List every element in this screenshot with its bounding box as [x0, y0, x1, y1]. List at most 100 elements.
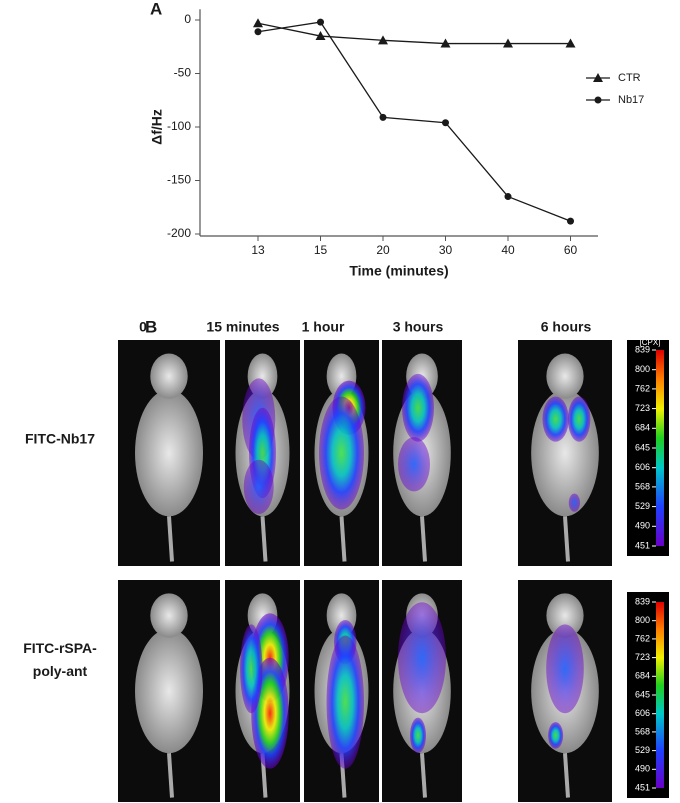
colorbar-tick-label: 529: [635, 501, 650, 511]
mouse-tail: [563, 516, 570, 562]
legend-marker: [594, 96, 602, 104]
mouse-body: [135, 389, 203, 517]
image-panel: [118, 580, 220, 802]
colorbar-tick-label: 568: [635, 726, 650, 736]
panel-label: A: [150, 0, 162, 18]
mouse-tail: [167, 516, 174, 562]
colorbar-tick-label: 451: [635, 540, 650, 550]
signal: [319, 396, 364, 510]
y-tick-label: 0: [184, 12, 191, 26]
colorbar-tick-label: 645: [635, 689, 650, 699]
series-line: [257, 21, 571, 222]
row-label: poly-ant: [33, 663, 88, 679]
column-header: 1 hour: [302, 319, 345, 335]
colorbar-tick-label: 451: [635, 782, 650, 792]
point: [504, 193, 512, 201]
colorbar-tick-label: 723: [635, 403, 650, 413]
colorbar-tick-label: 839: [635, 596, 650, 606]
colorbar-tick-label: 684: [635, 423, 650, 433]
y-tick-label: -100: [167, 119, 191, 133]
colorbar-tick-label: 723: [635, 652, 650, 662]
mouse-tail: [260, 516, 268, 562]
mouse-tail: [420, 516, 427, 562]
colorbar-tick-label: 606: [635, 462, 650, 472]
row-label: FITC-Nb17: [25, 431, 95, 447]
signal: [326, 635, 364, 769]
image-panel: [225, 340, 300, 566]
column-header: 15 minutes: [206, 319, 279, 335]
signal: [398, 437, 430, 492]
signal: [243, 459, 274, 515]
mouse-head: [150, 593, 188, 638]
colorbar-tick-label: 839: [635, 344, 650, 354]
point: [503, 38, 513, 48]
point: [315, 31, 326, 41]
mouse-tail: [339, 516, 347, 562]
colorbar-tick-label: 568: [635, 481, 650, 491]
point: [253, 18, 263, 28]
image-panel: [225, 580, 300, 802]
x-tick-label: 30: [439, 243, 453, 257]
image-panel: [382, 580, 462, 802]
signal: [240, 624, 263, 714]
image-panel: [304, 340, 379, 566]
mouse-tail: [167, 753, 174, 798]
x-tick-label: 60: [564, 243, 578, 257]
colorbar-unit: [CPX]: [640, 338, 661, 347]
image-panel: [518, 580, 612, 802]
point: [565, 38, 576, 48]
signal: [568, 493, 581, 512]
point: [440, 38, 451, 48]
signal: [410, 717, 426, 754]
point: [254, 28, 262, 36]
colorbar-tick-label: 762: [635, 383, 650, 393]
x-tick-label: 13: [251, 243, 265, 257]
y-axis-label: Δf/Hz: [149, 109, 165, 145]
colorbar-tick-label: 762: [635, 633, 650, 643]
colorbar: [656, 350, 664, 546]
y-tick-label: -200: [167, 226, 191, 240]
x-tick-label: 40: [501, 243, 515, 257]
colorbar-tick-label: 684: [635, 671, 650, 681]
column-header: 6 hours: [541, 319, 592, 335]
point: [567, 217, 574, 225]
point: [378, 35, 388, 45]
mouse-tail: [563, 753, 570, 798]
y-tick-label: -50: [174, 66, 192, 80]
point: [317, 18, 324, 26]
image-panel: [382, 340, 462, 566]
y-tick-label: -150: [167, 173, 191, 187]
column-header: 0: [139, 319, 147, 335]
colorbar-tick-label: 800: [635, 364, 650, 374]
point: [379, 113, 387, 121]
legend-marker: [593, 73, 603, 82]
colorbar-tick-label: 490: [635, 764, 650, 774]
column-header: 3 hours: [393, 319, 444, 335]
image-panel: [118, 340, 220, 566]
x-tick-label: 20: [376, 243, 390, 257]
signal: [402, 373, 434, 442]
legend-label: CTR: [618, 72, 641, 84]
colorbar-tick-label: 800: [635, 615, 650, 625]
image-panel: [518, 340, 612, 566]
colorbar-tick-label: 529: [635, 745, 650, 755]
signal: [548, 722, 564, 749]
mouse-head: [546, 593, 584, 638]
mouse-head: [546, 353, 584, 399]
image-panel: [304, 580, 379, 802]
signal: [567, 396, 591, 442]
signal: [542, 396, 569, 442]
series-line: [257, 22, 571, 45]
signal: [546, 624, 584, 714]
colorbar-tick-label: 490: [635, 521, 650, 531]
panel-label: B: [145, 317, 157, 336]
mouse-body: [135, 628, 203, 754]
mouse-tail: [420, 753, 427, 798]
colorbar-tick-label: 645: [635, 442, 650, 452]
mouse-head: [150, 353, 188, 399]
x-tick-label: 15: [314, 243, 328, 257]
legend-label: Nb17: [618, 94, 644, 106]
point: [442, 119, 449, 127]
x-axis-label: Time (minutes): [349, 263, 448, 279]
